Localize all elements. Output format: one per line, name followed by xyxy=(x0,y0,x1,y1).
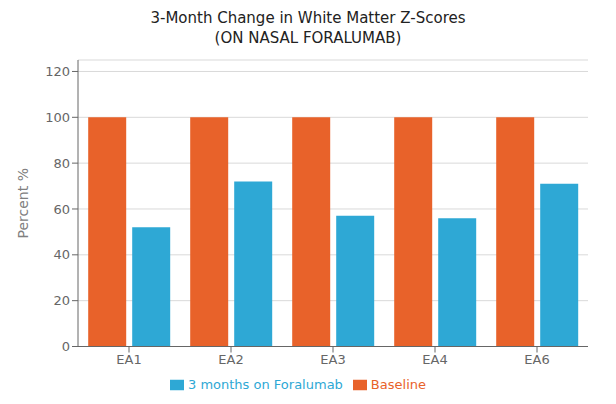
svg-text:80: 80 xyxy=(53,156,70,171)
html-text:(ON NASAL FORALUMAB): (ON NASAL FORALUMAB) xyxy=(214,29,402,47)
html-text:Baseline: Baseline xyxy=(370,376,426,392)
svg-text:Percent %: Percent % xyxy=(15,168,31,238)
html-text:3 months on Foralumab: 3 months on Foralumab xyxy=(188,376,343,392)
svg-text:EA6: EA6 xyxy=(524,352,549,367)
svg-text:EA2: EA2 xyxy=(218,352,243,367)
svg-text:0: 0 xyxy=(62,339,70,354)
svg-text:60: 60 xyxy=(53,202,70,217)
svg-text:20: 20 xyxy=(53,293,70,308)
svg-text:40: 40 xyxy=(53,247,70,262)
svg-text:100: 100 xyxy=(45,110,70,125)
svg-text:120: 120 xyxy=(45,64,70,79)
svg-text:EA4: EA4 xyxy=(422,352,447,367)
html-text:3-Month Change in White Matter: 3-Month Change in White Matter Z-Scores xyxy=(150,9,466,27)
svg-text:EA1: EA1 xyxy=(116,352,141,367)
svg-text:EA3: EA3 xyxy=(320,352,345,367)
